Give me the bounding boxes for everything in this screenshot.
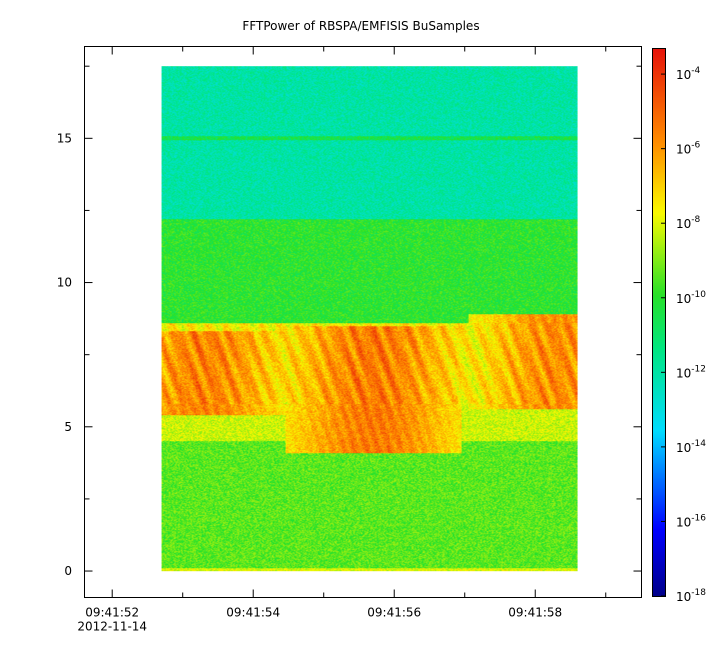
colorbar-frame	[652, 48, 666, 597]
chart-title: FFTPower of RBSPA/EMFISIS BuSamples	[242, 19, 479, 33]
colorbar-tick-label: 10-12	[676, 364, 706, 380]
x-tick-label: 09:41:58	[508, 606, 562, 620]
x-tick-date-label: 2012-11-14	[77, 620, 147, 634]
colorbar: 10-4 10-6 10-8 10-10 10-12 10-14 10-16 10-18	[652, 48, 706, 604]
colorbar-ticks: 10-4 10-6 10-8 10-10 10-12 10-14 10-16 10-18	[661, 66, 706, 604]
plot-frame	[84, 46, 642, 598]
x-tick-label: 09:41:52	[85, 606, 139, 620]
y-axis: 0 5 10 15	[57, 65, 642, 578]
colorbar-gradient	[652, 48, 665, 596]
colorbar-tick-label: 10-8	[676, 215, 701, 231]
y-tick-label: 10	[57, 276, 72, 290]
colorbar-tick-label: 10-10	[676, 290, 706, 306]
spectrogram-image	[161, 66, 578, 572]
plot-area	[84, 46, 642, 598]
colorbar-tick-label: 10-14	[676, 439, 706, 455]
y-tick-label: 0	[64, 564, 72, 578]
colorbar-tick-label: 10-4	[676, 66, 701, 82]
colorbar-tick-label: 10-18	[676, 588, 706, 604]
colorbar-tick-label: 10-6	[676, 141, 701, 157]
colorbar-tick-label: 10-16	[676, 513, 706, 529]
y-tick-label: 5	[64, 420, 72, 434]
x-tick-label: 09:41:56	[367, 606, 421, 620]
y-tick-label: 15	[57, 131, 72, 145]
x-tick-label: 09:41:54	[226, 606, 280, 620]
